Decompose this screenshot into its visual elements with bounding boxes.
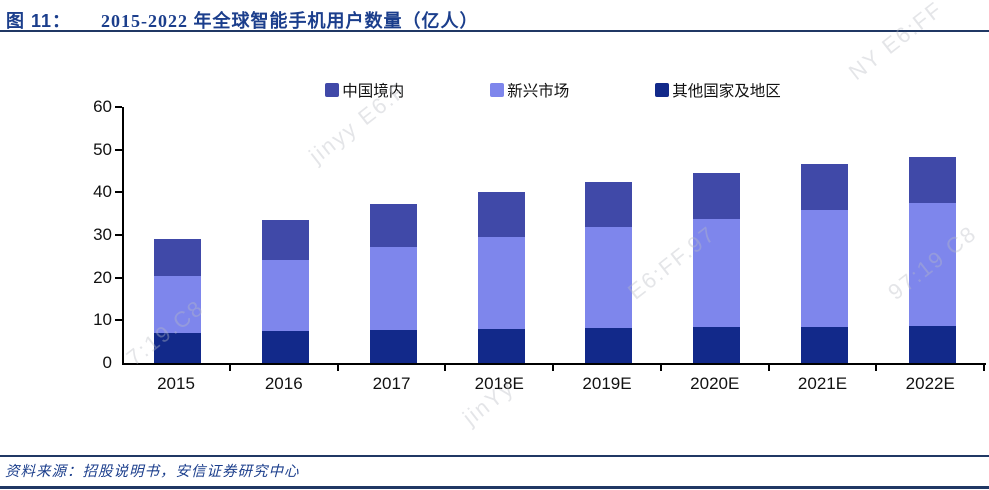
legend-label: 中国境内	[342, 83, 405, 100]
x-tick-mark	[228, 365, 231, 371]
title-rule	[0, 30, 989, 32]
bar-segment	[369, 330, 417, 363]
bar-segment	[477, 192, 525, 238]
x-axis-label: 2020E	[690, 374, 740, 393]
x-axis-label: 2016	[264, 374, 303, 393]
bar-segment	[154, 276, 202, 334]
bar-segment	[262, 220, 310, 261]
x-tick-mark	[336, 365, 339, 371]
watermark-text: NY E6:FF	[843, 0, 948, 85]
bar-segment	[585, 226, 633, 329]
y-tick-mark	[115, 234, 122, 236]
y-tick-mark	[115, 191, 122, 194]
legend-swatch-icon	[325, 83, 340, 97]
y-tick-label: 20	[93, 267, 112, 287]
x-tick-mark	[444, 365, 447, 371]
figure-label: 图 11：	[6, 11, 72, 31]
x-axis-label: 2019E	[582, 374, 632, 393]
y-tick-label: 50	[93, 139, 112, 159]
y-tick-mark	[115, 106, 122, 108]
bar-segment	[477, 237, 525, 329]
bottom-rule	[0, 486, 989, 489]
legend-item: 其他国家及地区	[655, 79, 781, 101]
bar-segment	[800, 164, 848, 211]
x-tick-mark	[659, 365, 662, 371]
x-axis-label: 2015	[157, 374, 195, 393]
x-tick-mark	[875, 365, 878, 371]
legend-label: 新兴市场	[507, 83, 570, 100]
bar-segment	[693, 218, 741, 328]
bar-segment	[154, 239, 202, 277]
y-tick-label: 60	[93, 97, 112, 116]
x-axis-label: 2022E	[905, 374, 955, 393]
y-tick-label: 30	[93, 225, 112, 244]
legend-swatch-icon	[490, 83, 505, 97]
bar-segment	[693, 172, 741, 219]
y-tick-mark	[115, 148, 122, 151]
header: 图 11： 2015-2022 年全球智能手机用户数量（亿人）	[6, 7, 479, 33]
plot-area	[122, 107, 986, 365]
y-tick-label: 0	[102, 353, 112, 372]
bar-segment	[369, 246, 417, 331]
y-tick-mark	[115, 319, 122, 322]
bar-segment	[477, 328, 525, 363]
x-axis-label: 2021E	[797, 374, 848, 393]
bar-segment	[693, 327, 741, 363]
x-tick-mark	[767, 365, 770, 371]
bar-segment	[800, 210, 848, 327]
page-title: 2015-2022 年全球智能手机用户数量（亿人）	[101, 11, 479, 31]
bar-segment	[800, 326, 848, 363]
bar-segment	[585, 182, 633, 227]
bar-segment	[585, 328, 633, 363]
bar-segment	[908, 326, 956, 363]
bar-segment	[262, 331, 310, 363]
bar-segment	[908, 156, 956, 203]
bar-segment	[262, 260, 310, 332]
x-axis-label: 2018E	[474, 374, 524, 393]
source-text: 资料来源：招股说明书，安信证券研究中心	[5, 464, 300, 480]
legend-item: 中国境内	[325, 79, 404, 101]
y-tick-label: 10	[93, 310, 112, 330]
bar-segment	[154, 333, 202, 363]
y-tick-mark	[115, 276, 122, 279]
bar-segment	[908, 202, 956, 327]
y-tick-label: 40	[93, 182, 112, 202]
x-tick-mark	[552, 365, 554, 371]
legend-label: 其他国家及地区	[672, 83, 781, 100]
x-tick-mark	[983, 365, 985, 371]
legend: 中国境内 新兴市场 其他国家及地区	[122, 79, 984, 101]
footer-rule	[0, 455, 989, 457]
x-axis-label: 2017	[372, 374, 411, 393]
legend-swatch-icon	[655, 83, 670, 97]
legend-item: 新兴市场	[490, 79, 569, 101]
bar-segment	[369, 203, 417, 247]
